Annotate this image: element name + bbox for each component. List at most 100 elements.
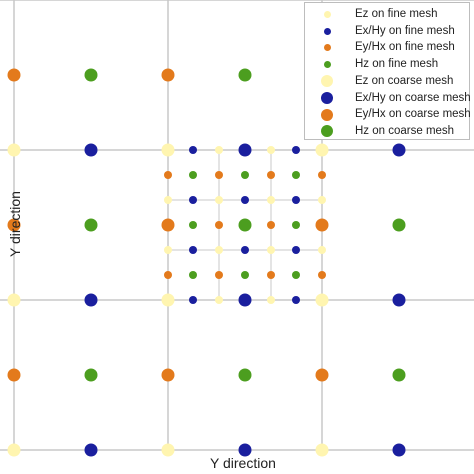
fine-Hz-point (241, 271, 249, 279)
fine-ExHy-point (292, 246, 300, 254)
legend-marker-icon (323, 27, 331, 35)
coarse-ExHy-point (392, 293, 406, 307)
coarse-ExHy-point (392, 143, 406, 157)
legend-marker-icon (323, 11, 331, 18)
coarse-Ez-point (315, 293, 329, 307)
legend-marker-icon (321, 75, 333, 88)
legend-entry: Ex/Hy on fine mesh (305, 23, 471, 40)
fine-EyHx-point (318, 171, 326, 179)
fine-ExHy-point (189, 296, 197, 304)
fine-EyHx-point (318, 271, 326, 279)
legend-entry: Ey/Hx on coarse mesh (305, 106, 471, 123)
coarse-EyHx-point (7, 68, 21, 82)
fine-Hz-point (241, 171, 249, 179)
fine-EyHx-point (164, 171, 172, 179)
fine-EyHx-point (215, 171, 223, 179)
coarse-Ez-point (7, 443, 21, 457)
fine-Ez-point (215, 196, 223, 204)
x-axis-label: Y direction (210, 455, 276, 471)
coarse-EyHx-point (7, 368, 21, 382)
coarse-EyHx-point (161, 68, 175, 82)
coarse-Hz-point (84, 218, 98, 232)
legend-marker-icon (321, 125, 333, 138)
fine-Ez-point (267, 246, 275, 254)
coarse-Hz-point (392, 218, 406, 232)
legend-marker-icon (323, 61, 331, 69)
coarse-Hz-point (84, 68, 98, 82)
fine-EyHx-point (267, 171, 275, 179)
y-axis-label: Y direction (7, 191, 23, 257)
fine-ExHy-point (241, 246, 249, 254)
fine-Ez-point (164, 246, 172, 254)
legend-label: Ez on fine mesh (355, 8, 438, 20)
legend: Ez on fine mesh Ex/Hy on fine mesh Ey/Hx o… (304, 2, 471, 140)
legend-marker-icon (321, 92, 333, 104)
legend-entry: Ey/Hx on fine mesh (305, 39, 471, 56)
fine-ExHy-point (292, 296, 300, 304)
coarse-Ez-point (7, 143, 21, 157)
coarse-ExHy-point (84, 143, 98, 157)
fine-EyHx-point (215, 271, 223, 279)
legend-label: Hz on coarse mesh (355, 124, 455, 137)
coarse-ExHy-point (238, 293, 252, 307)
legend-entry: Hz on fine mesh (305, 56, 471, 73)
coarse-Ez-point (315, 443, 329, 457)
coarse-EyHx-point (315, 218, 329, 232)
fine-Ez-point (267, 196, 275, 204)
legend-label: Ex/Hy on coarse mesh (355, 91, 471, 104)
coarse-Hz-point (238, 68, 252, 82)
legend-entry: Ez on coarse mesh (305, 73, 471, 90)
fine-EyHx-point (215, 221, 223, 229)
coarse-Ez-point (315, 143, 329, 157)
fine-ExHy-point (189, 146, 197, 154)
coarse-ExHy-point (84, 293, 98, 307)
coarse-Ez-point (161, 293, 175, 307)
coarse-ExHy-point (84, 443, 98, 457)
legend-label: Ey/Hx on fine mesh (355, 41, 455, 54)
fine-Hz-point (189, 221, 197, 229)
fine-ExHy-point (189, 246, 197, 254)
legend-label: Hz on fine mesh (355, 58, 439, 71)
fine-Ez-point (215, 246, 223, 254)
fine-Ez-point (318, 196, 326, 204)
fine-ExHy-point (292, 196, 300, 204)
fine-Hz-point (292, 171, 300, 179)
coarse-Ez-point (161, 443, 175, 457)
fine-EyHx-point (164, 271, 172, 279)
legend-entry: Ex/Hy on coarse mesh (305, 90, 471, 107)
legend-label: Ez on coarse mesh (355, 74, 454, 87)
coarse-Hz-point (238, 368, 252, 382)
coarse-Ez-point (7, 293, 21, 307)
fine-Ez-point (267, 296, 275, 304)
fine-EyHx-point (267, 221, 275, 229)
coarse-EyHx-point (7, 218, 21, 232)
coarse-ExHy-point (238, 143, 252, 157)
fine-Hz-point (189, 171, 197, 179)
fine-ExHy-point (189, 196, 197, 204)
fine-Hz-point (189, 271, 197, 279)
fine-Ez-point (215, 146, 223, 154)
coarse-Ez-point (161, 143, 175, 157)
fine-Hz-point (292, 221, 300, 229)
fine-ExHy-point (241, 196, 249, 204)
fine-Ez-point (215, 296, 223, 304)
legend-marker-icon (321, 108, 333, 121)
legend-entry: Ez on fine mesh (305, 6, 471, 23)
fine-Ez-point (318, 246, 326, 254)
coarse-ExHy-point (238, 443, 252, 457)
coarse-ExHy-point (392, 443, 406, 457)
coarse-EyHx-point (315, 368, 329, 382)
coarse-EyHx-point (161, 368, 175, 382)
fine-Ez-point (267, 146, 275, 154)
coarse-EyHx-point (161, 218, 175, 232)
legend-marker-icon (323, 44, 331, 52)
legend-entry: Hz on coarse mesh (305, 123, 471, 140)
fine-ExHy-point (292, 146, 300, 154)
coarse-Hz-point (84, 368, 98, 382)
coarse-Hz-point (238, 218, 252, 232)
fine-Ez-point (164, 196, 172, 204)
fine-EyHx-point (267, 271, 275, 279)
legend-label: Ex/Hy on fine mesh (355, 24, 455, 37)
coarse-Hz-point (392, 368, 406, 382)
legend-label: Ey/Hx on coarse mesh (355, 108, 471, 121)
